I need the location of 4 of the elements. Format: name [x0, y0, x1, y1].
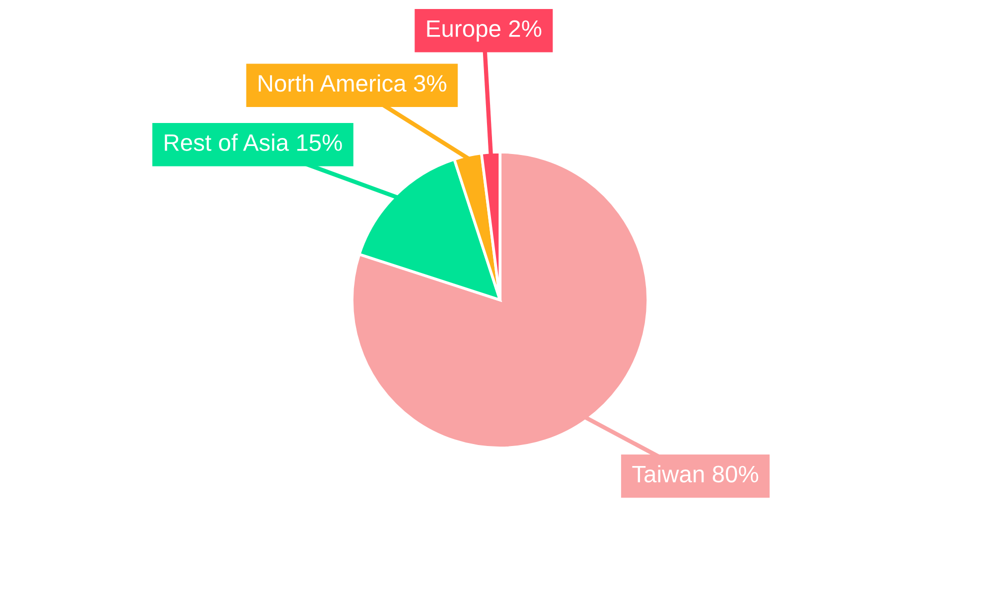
- slice-label: North America 3%: [258, 74, 446, 92]
- slice-label: Europe 2%: [427, 20, 542, 42]
- slice-label: Rest of Asia 15%: [164, 134, 342, 151]
- slice-label: Taiwan 80%: [632, 465, 758, 482]
